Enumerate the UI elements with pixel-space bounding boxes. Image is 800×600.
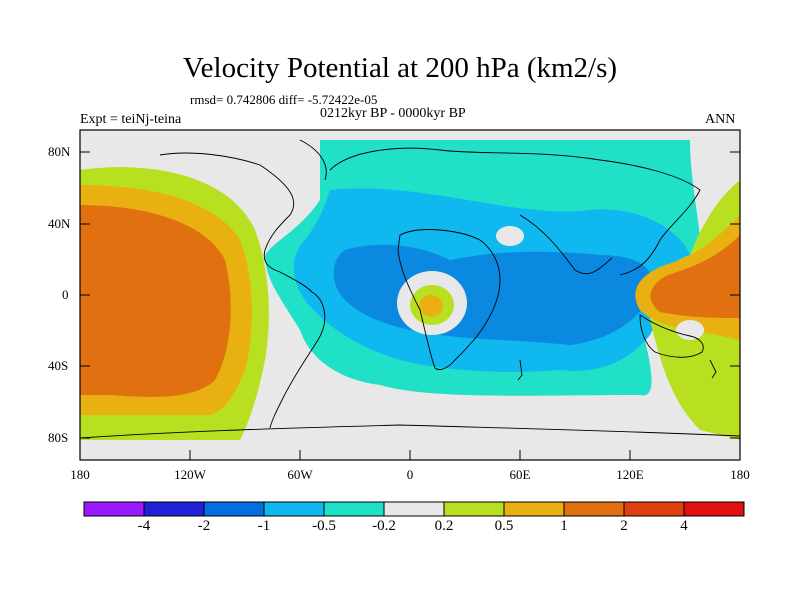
colorbar-label: 1 — [560, 518, 568, 534]
x-tick-label: 60W — [287, 467, 313, 482]
colorbar-label: -1 — [257, 518, 271, 534]
colorbar-label: 4 — [680, 518, 688, 534]
x-tick-label: 120E — [616, 467, 644, 482]
y-tick-label: 80S — [48, 430, 69, 445]
period-label: 0212kyr BP - 0000kyr BP — [320, 106, 466, 121]
colorbar-box — [383, 501, 445, 517]
sahara-neutral-patch — [496, 226, 524, 246]
colorbar-box — [683, 501, 745, 517]
y-tick-label: 40S — [48, 358, 69, 373]
colorbar-box — [263, 501, 325, 517]
x-tick-label: 180 — [730, 467, 750, 482]
colorbar-label: 0.2 — [434, 518, 454, 534]
colorbar-label: -4 — [137, 518, 151, 534]
stats-line: rmsd= 0.742806 diff= -5.72422e-05 — [190, 92, 378, 107]
colorbar-box — [143, 501, 205, 517]
colorbar-box — [443, 501, 505, 517]
axis-ticks — [80, 151, 740, 460]
plot-title: Velocity Potential at 200 hPa (km2/s) — [182, 52, 618, 84]
pacific-pos-mid — [80, 205, 231, 397]
colorbar-box — [83, 501, 145, 517]
y-tick-label: 80N — [48, 144, 71, 159]
y-tick-label: 40N — [48, 216, 71, 231]
colorbar-label: -0.5 — [312, 518, 336, 534]
experiment-label: Expt = teiNj-teina — [80, 112, 182, 127]
season-label: ANN — [705, 112, 736, 127]
colorbar-box — [203, 501, 265, 517]
colorbar-box — [503, 501, 565, 517]
colorbar-label: -0.2 — [372, 518, 396, 534]
west-pacific-pos-mid — [650, 235, 740, 318]
coastlines — [80, 139, 740, 439]
colorbar-box — [323, 501, 385, 517]
x-tick-label: 60E — [509, 467, 531, 482]
x-tick-label: 120W — [174, 467, 206, 482]
y-tick-label: 0 — [62, 287, 69, 302]
west-pacific-neutral-patch — [676, 320, 704, 340]
colorbar-label: -2 — [197, 518, 211, 534]
contour-field — [80, 130, 740, 460]
colorbar — [83, 501, 745, 517]
colorbar-label: 2 — [620, 518, 628, 534]
colorbar-box — [563, 501, 625, 517]
x-tick-label: 180 — [70, 467, 90, 482]
colorbar-box — [623, 501, 685, 517]
colorbar-label: 0.5 — [494, 518, 514, 534]
africa-pos-weak — [419, 295, 443, 317]
x-tick-label: 0 — [406, 467, 414, 482]
